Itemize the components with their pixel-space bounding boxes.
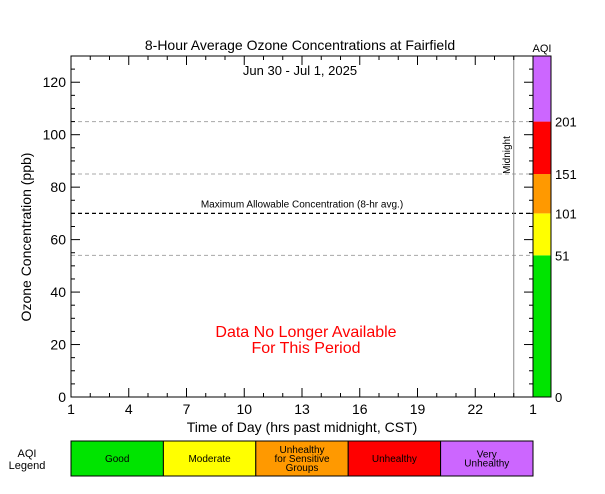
x-axis-label: Time of Day (hrs past midnight, CST) [187, 419, 418, 435]
x-tick-label: 1 [67, 401, 75, 417]
legend-item-label: Moderate [188, 454, 231, 465]
legend-swatch [440, 440, 534, 477]
chart-subtitle: Jun 30 - Jul 1, 2025 [243, 63, 357, 78]
aqi-bar-label-3: 151 [555, 167, 577, 182]
legend-item: Good [70, 440, 164, 477]
legend-swatch [347, 440, 442, 477]
x-tick-label: 10 [236, 401, 252, 417]
x-tick-label: 7 [183, 401, 191, 417]
y-tick-label: 60 [50, 232, 66, 248]
x-tick-label: 22 [467, 401, 483, 417]
legend-item-label: Unhealthy [372, 454, 417, 465]
legend-item: Unhealthy [347, 440, 442, 477]
y-tick-label: 0 [58, 389, 66, 405]
legend-title-line1: AQI [18, 448, 37, 460]
aqi-band-1 [533, 213, 551, 256]
x-tick-label: 4 [125, 401, 133, 417]
no-data-message-line-1: Data No Longer Available [215, 324, 396, 341]
legend-item-label: Very [477, 450, 497, 461]
x-tick-label: 16 [352, 401, 368, 417]
aqi-band-2 [533, 174, 551, 214]
legend-item-label: for Sensitive [274, 454, 329, 465]
y-tick-label: 20 [50, 337, 66, 353]
reference-line-label: Maximum Allowable Concentration (8-hr av… [201, 199, 403, 210]
legend-item-label: Unhealthy [464, 459, 509, 470]
aqi-bar-label-2: 101 [555, 206, 577, 221]
aqi-bar-label-4: 201 [555, 115, 577, 130]
aqi-bar-label-1: 51 [555, 248, 569, 263]
x-tick-label: 13 [294, 401, 310, 417]
aqi-band-3 [533, 121, 551, 175]
y-tick-label: 80 [50, 179, 66, 195]
legend-item: Moderate [162, 440, 257, 477]
y-axis-label: Ozone Concentration (ppb) [18, 153, 34, 322]
legend-swatch [255, 440, 349, 477]
legend-item-label: Unhealthy [279, 445, 324, 456]
legend-item-label: Groups [286, 463, 319, 474]
aqi-bar-label-0: 0 [555, 390, 562, 405]
x-tick-label: 19 [410, 401, 426, 417]
y-tick-label: 40 [50, 284, 66, 300]
x-tick-label: 1 [529, 401, 537, 417]
legend-swatch [70, 440, 164, 477]
y-tick-label: 100 [43, 127, 67, 143]
chart-title: 8-Hour Average Ozone Concentrations at F… [145, 37, 455, 53]
legend-item-label: Good [105, 454, 129, 465]
no-data-message-line-2: For This Period [251, 340, 360, 357]
legend-title-line2: Legend [9, 460, 46, 472]
aqi-band-4 [533, 56, 551, 122]
midnight-label: Midnight [502, 136, 513, 174]
aqi-bar-title: AQI [533, 43, 552, 55]
y-tick-label: 120 [43, 74, 67, 90]
aqi-band-0 [533, 255, 551, 397]
